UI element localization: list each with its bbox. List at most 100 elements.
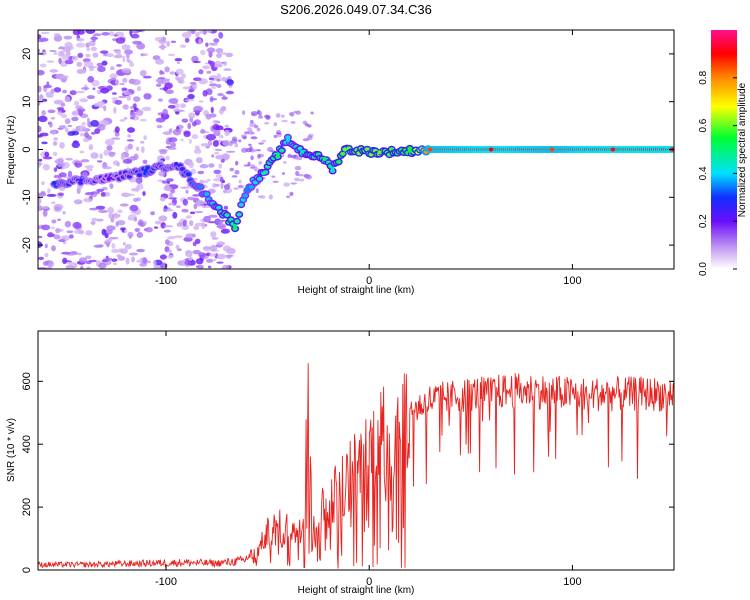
noise-speckle xyxy=(166,41,170,47)
signal-core xyxy=(364,147,370,152)
noise-speckle xyxy=(188,138,192,144)
noise-speckle xyxy=(175,68,184,75)
snr-panel: -100 0 100 0 200 400 600 Height of straight l… xyxy=(6,330,675,596)
noise-speckle xyxy=(283,182,290,187)
noise-speckle xyxy=(129,111,136,118)
noise-speckle xyxy=(208,214,218,218)
noise-speckle xyxy=(72,221,82,229)
noise-speckle xyxy=(38,85,42,93)
noise-speckle xyxy=(214,148,223,152)
noise-speckle xyxy=(44,252,49,258)
signal-point xyxy=(107,176,112,181)
noise-speckle xyxy=(62,89,67,94)
noise-speckle xyxy=(234,143,238,148)
noise-speckle xyxy=(216,78,221,82)
colorbar-gradient xyxy=(711,30,737,269)
noise-speckle xyxy=(38,227,42,230)
noise-speckle xyxy=(96,218,104,222)
noise-speckle xyxy=(206,258,214,263)
snr-plot-area xyxy=(38,363,674,569)
noise-speckle xyxy=(135,146,140,152)
signal-core xyxy=(185,172,191,177)
noise-speckle xyxy=(52,141,58,146)
noise-speckle xyxy=(155,58,165,65)
noise-speckle xyxy=(141,106,152,112)
signal-core xyxy=(336,159,342,164)
noise-speckle xyxy=(250,136,258,140)
signal-point xyxy=(78,178,83,183)
noise-speckle xyxy=(46,60,55,63)
noise-speckle xyxy=(38,201,41,205)
noise-speckle xyxy=(79,150,85,154)
noise-speckle xyxy=(205,113,212,120)
noise-speckle xyxy=(116,161,120,167)
noise-speckle xyxy=(182,259,186,267)
noise-speckle xyxy=(172,128,182,136)
noise-speckle xyxy=(60,125,67,129)
noise-speckle xyxy=(254,124,259,129)
noise-speckle xyxy=(111,248,120,254)
noise-speckle xyxy=(162,108,168,116)
noise-speckle xyxy=(167,53,175,56)
noise-speckle xyxy=(153,259,157,267)
signal-point xyxy=(285,137,290,142)
noise-speckle xyxy=(145,227,153,233)
noise-speckle xyxy=(223,188,228,194)
noise-speckle xyxy=(190,30,196,35)
noise-speckle xyxy=(230,139,238,144)
noise-speckle xyxy=(275,113,281,118)
signal-core xyxy=(137,173,143,177)
signal-point xyxy=(611,147,615,152)
noise-speckle xyxy=(238,139,242,143)
noise-speckle xyxy=(242,136,247,140)
noise-speckle xyxy=(220,228,230,234)
noise-speckle xyxy=(216,261,224,264)
noise-speckle xyxy=(169,71,176,75)
noise-speckle xyxy=(69,90,77,96)
noise-speckle xyxy=(67,261,76,265)
noise-speckle xyxy=(81,87,90,90)
noise-speckle xyxy=(110,216,115,223)
noise-speckle xyxy=(226,79,234,86)
noise-speckle xyxy=(77,52,84,59)
noise-speckle xyxy=(114,214,120,218)
noise-speckle xyxy=(195,200,205,207)
signal-point xyxy=(377,150,382,155)
noise-speckle xyxy=(101,228,107,236)
noise-speckle xyxy=(167,249,172,253)
noise-speckle xyxy=(53,99,64,105)
noise-speckle xyxy=(198,38,202,45)
noise-speckle xyxy=(107,206,115,214)
noise-speckle xyxy=(290,121,296,124)
noise-speckle xyxy=(159,254,167,260)
noise-speckle xyxy=(57,111,63,116)
noise-speckle xyxy=(305,174,312,180)
noise-speckle xyxy=(49,121,53,128)
noise-speckle xyxy=(123,91,132,96)
noise-speckle xyxy=(139,69,147,77)
noise-speckle xyxy=(158,45,167,49)
snr-x-axis-label: Height of straight line (km) xyxy=(298,585,415,596)
noise-speckle xyxy=(136,85,142,92)
noise-speckle xyxy=(108,151,116,158)
noise-speckle xyxy=(141,53,149,57)
noise-speckle xyxy=(244,131,250,135)
noise-speckle xyxy=(49,69,59,73)
noise-speckle xyxy=(59,75,69,79)
noise-speckle xyxy=(210,231,217,238)
noise-speckle xyxy=(159,196,166,202)
colorbar: 0.0 0.2 0.4 0.6 0.8 Normalized spectral ampl… xyxy=(698,30,748,276)
noise-speckle xyxy=(170,40,177,43)
noise-speckle xyxy=(221,52,227,55)
noise-speckle xyxy=(182,220,187,227)
y-tick-label: 600 xyxy=(21,372,33,390)
noise-speckle xyxy=(202,90,208,97)
signal-core xyxy=(242,193,248,198)
signal-point xyxy=(489,147,494,152)
noise-speckle xyxy=(171,202,175,206)
noise-speckle xyxy=(111,97,119,101)
noise-speckle xyxy=(41,31,50,35)
noise-speckle xyxy=(213,60,222,68)
noise-speckle xyxy=(38,158,43,162)
colorbar-tick-label: 0.8 xyxy=(698,70,709,84)
